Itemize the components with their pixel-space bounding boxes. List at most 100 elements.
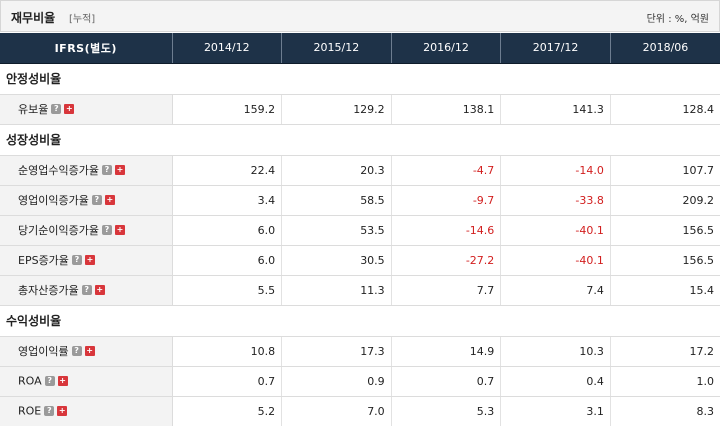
cumulative-label: [누적] xyxy=(69,14,96,25)
column-header-period: 2018/06 xyxy=(610,33,720,64)
value-cell: 107.7 xyxy=(610,155,720,186)
column-header-period: 2017/12 xyxy=(500,33,611,64)
table-row: 당기순이익증가율? +6.0 53.5 -14.6 -40.1 156.5 xyxy=(0,215,720,246)
value-cell: 6.0 xyxy=(172,245,283,276)
table-row: 총자산증가율? +5.5 11.3 7.7 7.4 15.4 xyxy=(0,275,720,306)
help-icon[interactable]: ? xyxy=(51,104,62,114)
value-cell: 53.5 xyxy=(281,215,392,246)
row-label: 순영업수익증가율 xyxy=(18,164,99,177)
table-row: ROA? +0.7 0.9 0.7 0.4 1.0 xyxy=(0,366,720,397)
help-icon[interactable]: ? xyxy=(44,406,55,417)
value-cell: 11.3 xyxy=(281,275,392,306)
column-header-period: 2014/12 xyxy=(172,33,283,64)
help-icon[interactable]: ? xyxy=(71,255,82,265)
section-title: 수익성비율 xyxy=(0,305,720,337)
financial-ratio-table: IFRS(별도) 2014/12 2015/12 2016/12 2017/12… xyxy=(0,33,720,426)
table-row: 영업이익증가율? +3.4 58.5 -9.7 -33.8 209.2 xyxy=(0,185,720,216)
expand-icon[interactable]: + xyxy=(84,255,95,265)
value-cell: 156.5 xyxy=(610,245,720,276)
expand-icon[interactable]: + xyxy=(104,195,115,205)
value-cell: 0.4 xyxy=(500,366,611,397)
expand-icon[interactable]: + xyxy=(57,406,68,417)
row-label-cell: 영업이익률? + xyxy=(0,336,173,367)
row-label-cell: 순영업수익증가율? + xyxy=(0,155,173,186)
row-label: 유보율 xyxy=(18,103,49,116)
row-label: 영업이익증가율 xyxy=(18,194,89,207)
section-row: 안정성비율 xyxy=(0,63,720,95)
value-cell: -14.0 xyxy=(500,155,611,186)
help-icon[interactable]: ? xyxy=(81,285,92,295)
value-cell: 7.7 xyxy=(391,275,502,306)
row-label: ROE xyxy=(18,404,42,418)
row-label-cell: ROE? + xyxy=(0,396,173,426)
section-title: 안정성비율 xyxy=(0,63,720,95)
value-cell: 128.4 xyxy=(610,94,720,125)
value-cell: 129.2 xyxy=(281,94,392,125)
page-title: 재무비율 xyxy=(11,11,56,25)
value-cell: 138.1 xyxy=(391,94,502,125)
expand-icon[interactable]: + xyxy=(64,104,75,114)
column-header-period: 2016/12 xyxy=(391,33,502,64)
row-label-cell: ROA? + xyxy=(0,366,173,397)
row-label-cell: EPS증가율? + xyxy=(0,245,173,276)
table-row: 순영업수익증가율? +22.4 20.3 -4.7 -14.0 107.7 xyxy=(0,155,720,186)
value-cell: -4.7 xyxy=(391,155,502,186)
value-cell: 5.5 xyxy=(172,275,283,306)
column-header-ifrs: IFRS(별도) xyxy=(0,33,173,64)
value-cell: 141.3 xyxy=(500,94,611,125)
row-label: 총자산증가율 xyxy=(18,284,79,297)
table-body: 안정성비율 유보율? +159.2 129.2 138.1 141.3 128.4 성장성비율… xyxy=(0,63,720,426)
expand-icon[interactable]: + xyxy=(57,376,68,387)
expand-icon[interactable]: + xyxy=(84,346,95,356)
expand-icon[interactable]: + xyxy=(94,285,105,295)
value-cell: 1.0 xyxy=(610,366,720,397)
section-row: 성장성비율 xyxy=(0,124,720,156)
value-cell: -40.1 xyxy=(500,245,611,276)
value-cell: -9.7 xyxy=(391,185,502,216)
value-cell: 159.2 xyxy=(172,94,283,125)
help-icon[interactable]: ? xyxy=(91,195,102,205)
value-cell: -33.8 xyxy=(500,185,611,216)
value-cell: 15.4 xyxy=(610,275,720,306)
value-cell: 209.2 xyxy=(610,185,720,216)
value-cell: 7.0 xyxy=(281,396,392,426)
value-cell: 17.2 xyxy=(610,336,720,367)
value-cell: 8.3 xyxy=(610,396,720,426)
value-cell: 0.9 xyxy=(281,366,392,397)
value-cell: 156.5 xyxy=(610,215,720,246)
value-cell: 10.3 xyxy=(500,336,611,367)
value-cell: 6.0 xyxy=(172,215,283,246)
value-cell: 5.3 xyxy=(391,396,502,426)
row-label-cell: 영업이익증가율? + xyxy=(0,185,173,216)
table-row: 유보율? +159.2 129.2 138.1 141.3 128.4 xyxy=(0,94,720,125)
section-row: 수익성비율 xyxy=(0,305,720,337)
row-label-cell: 당기순이익증가율? + xyxy=(0,215,173,246)
row-label-cell: 유보율? + xyxy=(0,94,173,125)
title-bar: 재무비율 [누적] 단위 : %, 억원 xyxy=(0,0,720,32)
row-label: 영업이익률 xyxy=(18,345,69,358)
row-label: ROA xyxy=(18,374,42,388)
row-label: 당기순이익증가율 xyxy=(18,224,99,237)
value-cell: 22.4 xyxy=(172,155,283,186)
value-cell: -40.1 xyxy=(500,215,611,246)
row-label: EPS증가율 xyxy=(18,254,69,267)
table-row: EPS증가율? +6.0 30.5 -27.2 -40.1 156.5 xyxy=(0,245,720,276)
value-cell: 30.5 xyxy=(281,245,392,276)
row-label-cell: 총자산증가율? + xyxy=(0,275,173,306)
help-icon[interactable]: ? xyxy=(71,346,82,356)
value-cell: 0.7 xyxy=(391,366,502,397)
table-header-row: IFRS(별도) 2014/12 2015/12 2016/12 2017/12… xyxy=(0,33,720,64)
value-cell: 14.9 xyxy=(391,336,502,367)
unit-label: 단위 : %, 억원 xyxy=(646,14,709,25)
value-cell: 5.2 xyxy=(172,396,283,426)
value-cell: 7.4 xyxy=(500,275,611,306)
table-row: ROE? +5.2 7.0 5.3 3.1 8.3 xyxy=(0,396,720,426)
help-icon[interactable]: ? xyxy=(44,376,55,387)
expand-icon[interactable]: + xyxy=(114,165,125,175)
help-icon[interactable]: ? xyxy=(101,225,112,235)
help-icon[interactable]: ? xyxy=(101,165,112,175)
value-cell: 0.7 xyxy=(172,366,283,397)
value-cell: 20.3 xyxy=(281,155,392,186)
expand-icon[interactable]: + xyxy=(114,225,125,235)
value-cell: 17.3 xyxy=(281,336,392,367)
